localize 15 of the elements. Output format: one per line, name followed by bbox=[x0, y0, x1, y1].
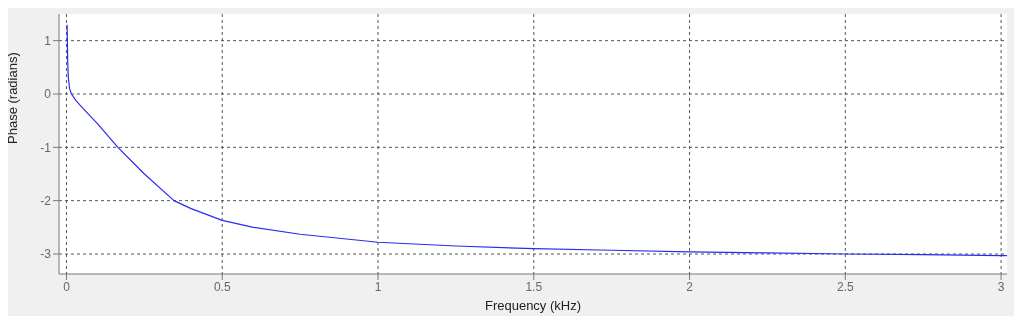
y-tick-label: -3 bbox=[40, 247, 52, 262]
y-tick-label: -2 bbox=[40, 193, 52, 208]
x-tick-label: 1 bbox=[374, 279, 382, 294]
x-axis-title: Frequency (kHz) bbox=[484, 298, 582, 313]
x-tick-label: 2.5 bbox=[836, 279, 854, 294]
x-tick-label: 0 bbox=[63, 279, 71, 294]
line-series bbox=[66, 24, 1007, 257]
y-tick-label: 1 bbox=[44, 33, 52, 48]
x-tick-label: 0.5 bbox=[213, 279, 231, 294]
y-tick-label: -1 bbox=[40, 140, 52, 155]
x-tick-label: 2 bbox=[686, 279, 694, 294]
y-axis-title: Phase (radians) bbox=[4, 52, 20, 144]
x-tick-label: 3 bbox=[997, 279, 1005, 294]
x-tick-label: 1.5 bbox=[525, 279, 543, 294]
y-tick-label: 0 bbox=[44, 87, 52, 102]
